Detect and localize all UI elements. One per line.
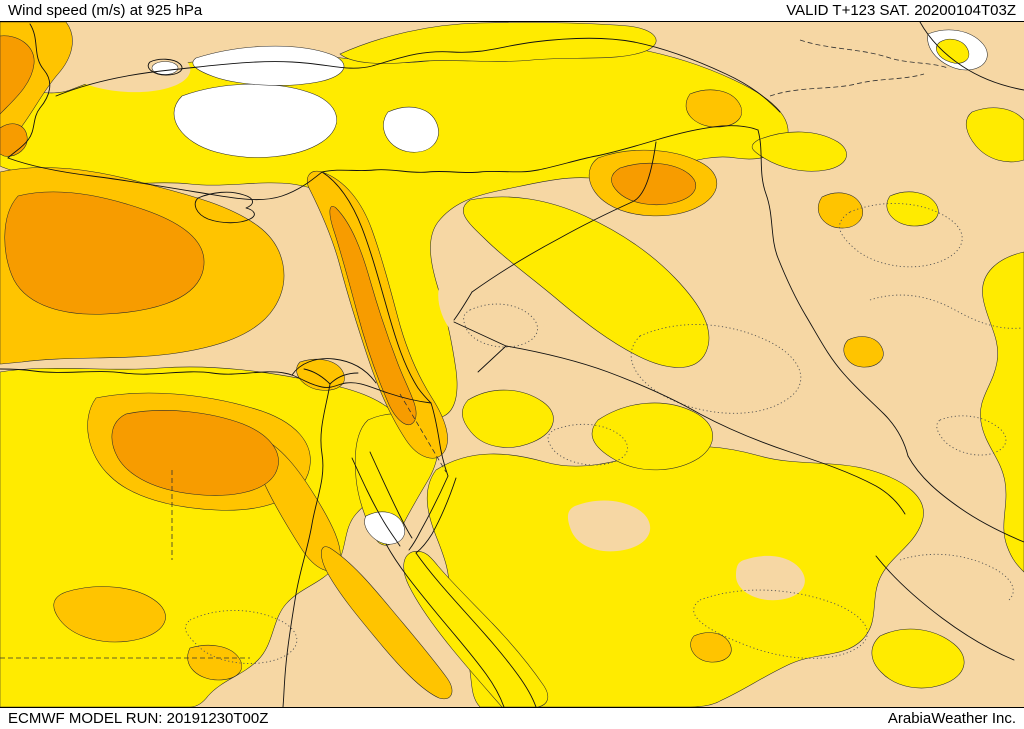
dotted-contour-nw-iran: [839, 203, 963, 268]
coastline-levant: [321, 171, 432, 404]
model-run-label: ECMWF MODEL RUN: 20191230T00Z: [8, 710, 269, 727]
border-syria-iraq: [471, 141, 657, 293]
tan-pocket-layer: [52, 41, 805, 601]
coastline-suez-east: [369, 451, 413, 539]
coastline-persian-gulf-north: [907, 455, 1024, 543]
amber-spot-east-turkey: [685, 89, 743, 128]
yellow-band-syria-iraq: [463, 196, 710, 368]
map-canvas: [0, 22, 1024, 707]
tan-pocket-saudi-2: [736, 555, 805, 601]
brand-credit: ArabiaWeather Inc.: [887, 710, 1016, 727]
border-sinai-israel: [399, 393, 447, 473]
calm-white-layer: [151, 29, 988, 545]
yellow-patch-jordan-south: [462, 389, 554, 448]
amber-spot-iran-2: [843, 336, 884, 368]
coastline-redsea-east: [415, 552, 537, 707]
tan-pocket-nw-turkey: [52, 41, 191, 93]
amber-spot-saudi: [690, 632, 732, 663]
nile-branch-west: [303, 368, 331, 385]
border-turkey-syria: [321, 125, 759, 174]
yellow-patch-top-right-corner: [965, 107, 1024, 163]
orange-core-layer: [0, 35, 697, 496]
map-footer: ECMWF MODEL RUN: 20191230T00Z ArabiaWeat…: [0, 707, 1024, 729]
coastline-persian-gulf-south: [875, 555, 1015, 661]
amber-strip-red-sea: [321, 546, 453, 700]
yellow-strip-red-sea: [403, 551, 549, 707]
dotted-contour-right-edge: [936, 415, 1007, 456]
coastline-nile-delta: [291, 358, 377, 384]
dotted-contour-iran-east: [869, 294, 1023, 329]
map-title: Wind speed (m/s) at 925 hPa: [8, 2, 203, 19]
white-area-marmara: [151, 61, 179, 75]
border-caucasus-2: [799, 39, 949, 69]
valid-time-label: VALID T+123 SAT. 20200104T03Z: [786, 2, 1016, 19]
yellow-patch-bottom-right: [871, 628, 965, 689]
dotted-contour-layer: [184, 203, 1023, 664]
wind-speed-map-svg: [0, 22, 1024, 707]
orange-core-egypt: [111, 410, 279, 496]
map-header: Wind speed (m/s) at 925 hPa VALID T+123 …: [0, 0, 1024, 22]
coastline-border-layer: [0, 22, 1024, 707]
coastline-marmara: [147, 58, 183, 76]
coastline-cyprus: [194, 191, 255, 224]
yellow-column-right-edge: [980, 251, 1024, 573]
orange-core-ne-syria: [611, 162, 697, 206]
coastline-south-turkey: [7, 157, 323, 201]
dotted-contour-iraq: [630, 324, 802, 414]
border-caucasus-1: [769, 73, 925, 97]
tan-pocket-jordan: [438, 265, 549, 351]
yellow-patch-central-iraq: [591, 402, 713, 471]
coastline-egypt-north: [0, 368, 432, 404]
border-saudi-iraq: [505, 345, 906, 515]
coastline-black-sea: [55, 37, 781, 113]
white-area-blacksea: [192, 45, 345, 86]
border-iraq-iran: [757, 129, 909, 457]
coastline-caspian: [919, 22, 1024, 91]
nile-river: [282, 383, 331, 707]
coastline-aqaba-west: [408, 475, 449, 551]
border-israel-jordan: [430, 402, 449, 477]
tan-pocket-saudi-1: [567, 500, 651, 552]
coastline-aqaba-east: [415, 477, 457, 554]
dotted-contour-gulf-2: [899, 553, 1014, 601]
nile-branch-east: [329, 372, 359, 385]
orange-core-levant: [329, 206, 417, 426]
orange-core-aegean: [0, 35, 35, 115]
dotted-contour-north-saudi: [547, 423, 628, 466]
white-area-anatolia-small: [383, 106, 439, 153]
amber-spot-iran-1: [817, 192, 863, 229]
coastline-redsea-west: [385, 543, 505, 707]
amber-blob-south-egypt-1: [53, 586, 166, 643]
white-area-gulf-of-suez: [364, 511, 405, 545]
yellow-spot-iran: [886, 191, 939, 227]
amber-blob-south-egypt-2: [187, 645, 243, 681]
coastline-aegean: [7, 23, 51, 159]
coastline-suez-west: [351, 457, 401, 547]
yellow-finger-east-turkey: [751, 131, 847, 172]
orange-core-mediterranean: [4, 191, 205, 315]
dotted-contour-gulf: [693, 589, 868, 659]
border-jordan-west: [453, 291, 473, 321]
yellow-sliver-caspian: [936, 38, 970, 64]
